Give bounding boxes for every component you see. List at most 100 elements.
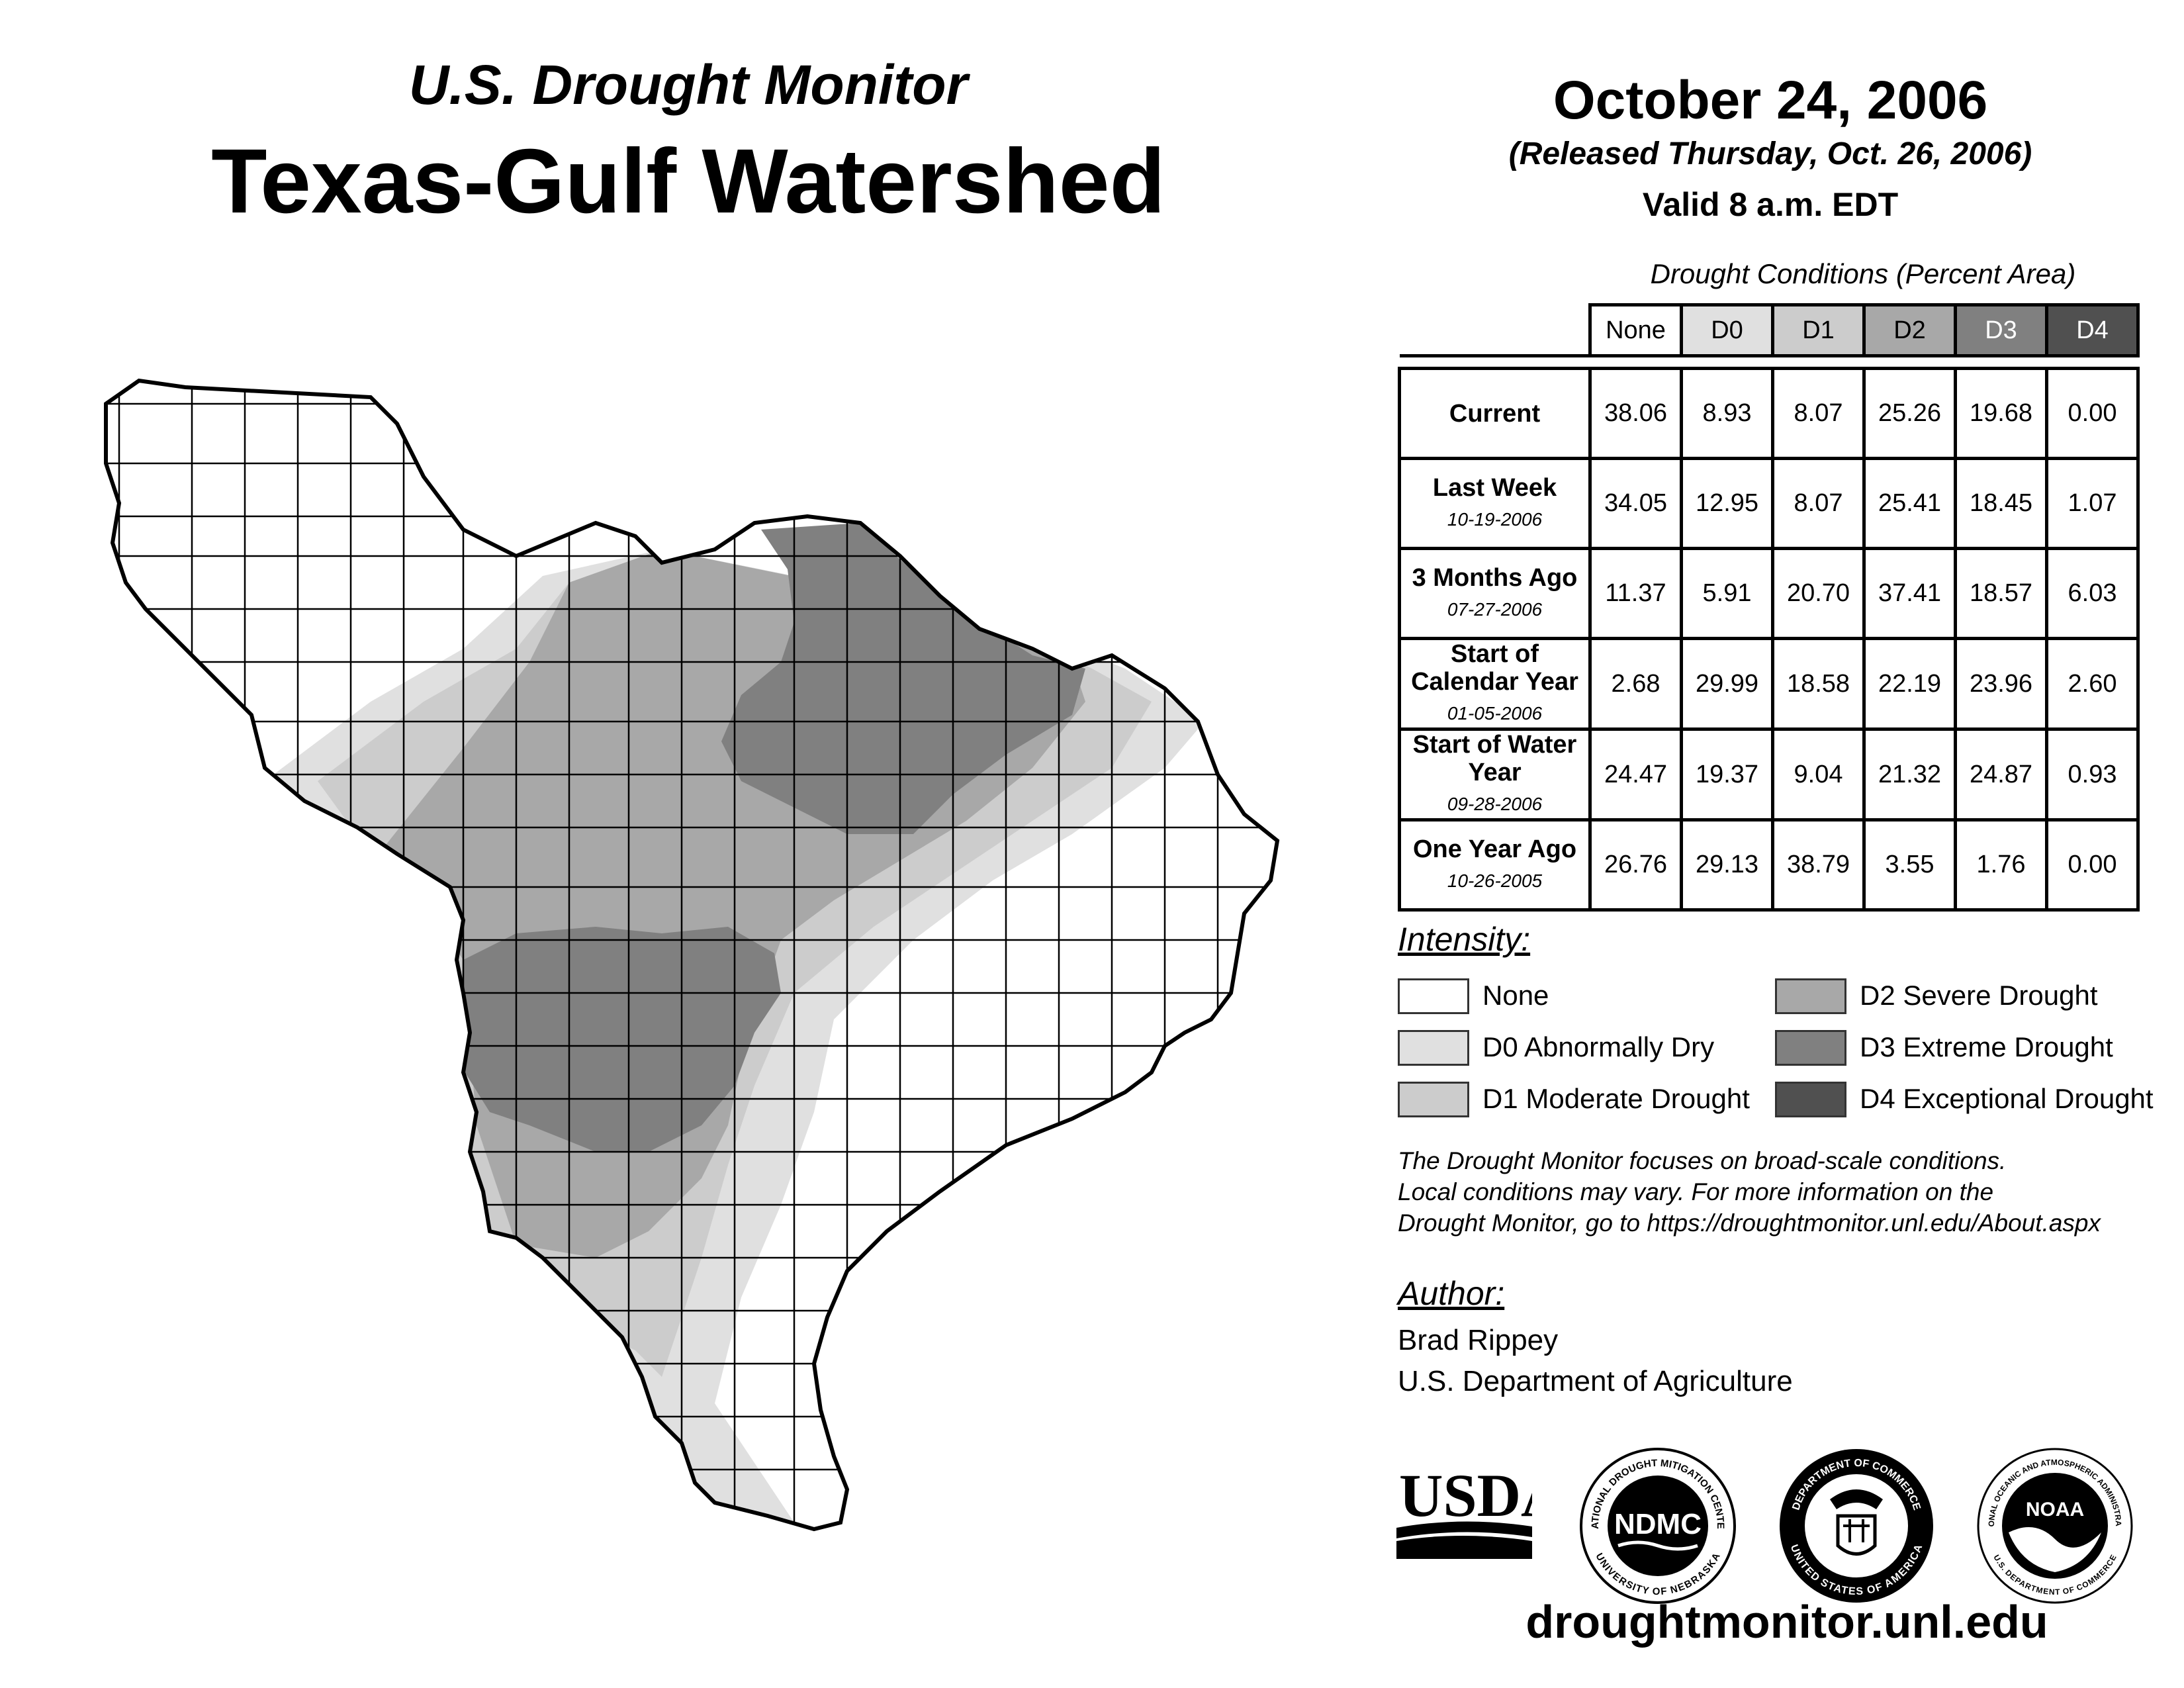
column-header-d2: D2 bbox=[1862, 303, 1957, 357]
table-cell-none: 26.76 bbox=[1588, 818, 1683, 912]
watershed-map bbox=[104, 378, 1280, 1532]
legend-swatch bbox=[1398, 978, 1469, 1014]
table-row: Current 38.06 8.93 8.07 25.26 19.68 0.00 bbox=[1398, 367, 2140, 460]
table-cell-d4: 0.93 bbox=[2045, 727, 2140, 821]
table-cell-d1: 9.04 bbox=[1771, 727, 1866, 821]
table-cell-none: 34.05 bbox=[1588, 457, 1683, 550]
table-cell-d3: 18.57 bbox=[1954, 547, 2048, 640]
legend-label: D1 Moderate Drought bbox=[1482, 1083, 1750, 1114]
header-blank-cell bbox=[1399, 305, 1592, 357]
table-cell-d0: 8.93 bbox=[1680, 367, 1774, 460]
row-label-text: Start of Calendar Year bbox=[1411, 640, 1578, 696]
row-label-text: Last Week bbox=[1432, 473, 1557, 502]
shield-icon bbox=[1836, 1514, 1877, 1556]
table-cell-d3: 24.87 bbox=[1954, 727, 2048, 821]
valid-time: Valid 8 a.m. EDT bbox=[1642, 186, 1899, 223]
column-header-none: None bbox=[1588, 303, 1683, 357]
table-row: Start of Calendar Year 01-05-2006 2.68 29.9… bbox=[1398, 637, 2140, 731]
legend-label: D0 Abnormally Dry bbox=[1482, 1031, 1715, 1062]
legend-swatch bbox=[1775, 1030, 1846, 1066]
table-cell-d0: 12.95 bbox=[1680, 457, 1774, 550]
table-cell-d3: 19.68 bbox=[1954, 367, 2048, 460]
note-line-3: Drought Monitor, go to https://droughtmo… bbox=[1398, 1209, 2101, 1237]
table-cell-d3: 18.45 bbox=[1954, 457, 2048, 550]
table-header-row: None D0 D1 D2 D3 D4 bbox=[1399, 303, 2140, 357]
table-cell-d0: 19.37 bbox=[1680, 727, 1774, 821]
row-label: Start of Calendar Year 01-05-2006 bbox=[1398, 637, 1592, 731]
row-date: 10-19-2006 bbox=[1447, 508, 1543, 530]
table-cell-d4: 1.07 bbox=[2045, 457, 2140, 550]
table-cell-none: 38.06 bbox=[1588, 367, 1683, 460]
table-cell-d3: 1.76 bbox=[1954, 818, 2048, 912]
map-date: October 24, 2006 bbox=[1553, 70, 1988, 130]
row-date: 09-28-2006 bbox=[1447, 794, 1543, 814]
row-label-text: Start of Water Year bbox=[1412, 731, 1577, 786]
table-row: Last Week 10-19-2006 34.05 12.95 8.07 25.41 18… bbox=[1398, 457, 2140, 550]
ndmc-logo: NATIONAL DROUGHT MITIGATION CENTER UNIVE… bbox=[1578, 1446, 1736, 1604]
legend-swatch bbox=[1775, 1082, 1846, 1117]
row-label: One Year Ago 10-26-2005 bbox=[1398, 818, 1592, 912]
table-cell-d4: 6.03 bbox=[2045, 547, 2140, 640]
table-cell-d4: 2.60 bbox=[2045, 637, 2140, 731]
legend-swatch bbox=[1775, 978, 1846, 1014]
map-subtitle: U.S. Drought Monitor bbox=[408, 54, 968, 116]
table-cell-d0: 29.99 bbox=[1680, 637, 1774, 731]
table-cell-none: 24.47 bbox=[1588, 727, 1683, 821]
table-cell-none: 2.68 bbox=[1588, 637, 1683, 731]
table-row: One Year Ago 10-26-2005 26.76 29.13 38.79 3.5… bbox=[1398, 818, 2140, 912]
author-name: Brad Rippey bbox=[1398, 1324, 1559, 1356]
table-row: 3 Months Ago 07-27-2006 11.37 5.91 20.70 37.4… bbox=[1398, 547, 2140, 640]
row-date: 10-26-2005 bbox=[1447, 870, 1543, 891]
row-label-text: One Year Ago bbox=[1412, 835, 1577, 863]
seabird-icon bbox=[2009, 1527, 2101, 1572]
column-header-d0: D0 bbox=[1680, 303, 1774, 357]
drought-areas bbox=[106, 381, 1277, 1529]
row-label-text: 3 Months Ago bbox=[1412, 563, 1578, 592]
table-cell-d1: 8.07 bbox=[1771, 457, 1866, 550]
row-label-text: Current bbox=[1449, 399, 1541, 428]
table-title: Drought Conditions (Percent Area) bbox=[1650, 258, 2076, 289]
table-cell-d1: 8.07 bbox=[1771, 367, 1866, 460]
release-date: (Released Thursday, Oct. 26, 2006) bbox=[1508, 136, 2032, 171]
table-cell-d2: 21.32 bbox=[1862, 727, 1957, 821]
website-url[interactable]: droughtmonitor.unl.edu bbox=[1525, 1596, 2048, 1648]
table-spacer-row bbox=[1399, 355, 2138, 370]
legend-label: D2 Severe Drought bbox=[1860, 980, 2098, 1011]
legend-label: None bbox=[1482, 980, 1549, 1011]
column-header-d1: D1 bbox=[1771, 303, 1866, 357]
table-cell-d4: 0.00 bbox=[2045, 818, 2140, 912]
table-cell-d4: 0.00 bbox=[2045, 367, 2140, 460]
eagle-icon bbox=[1830, 1489, 1883, 1509]
author-heading: Author: bbox=[1398, 1275, 1505, 1312]
department-of-commerce-seal: DEPARTMENT OF COMMERCE UNITED STATES OF … bbox=[1780, 1449, 1933, 1603]
table-cell-none: 11.37 bbox=[1588, 547, 1683, 640]
row-label: Current bbox=[1398, 367, 1592, 460]
row-date: 07-27-2006 bbox=[1447, 598, 1543, 620]
table-row: Start of Water Year 09-28-2006 24.47 19.37 9… bbox=[1398, 727, 2140, 821]
legend-title: Intensity: bbox=[1398, 921, 1531, 958]
column-header-d3: D3 bbox=[1954, 303, 2048, 357]
table-cell-d1: 38.79 bbox=[1771, 818, 1866, 912]
drought-conditions-table: None D0 D1 D2 D3 D4 Current 38.06 8.93 8.07 25.26… bbox=[1398, 303, 2140, 912]
row-label: 3 Months Ago 07-27-2006 bbox=[1398, 547, 1592, 640]
d3-area-south bbox=[457, 927, 781, 1152]
table-cell-d0: 5.91 bbox=[1680, 547, 1774, 640]
note-line-1: The Drought Monitor focuses on broad-sca… bbox=[1398, 1147, 2007, 1174]
map-title: Texas-Gulf Watershed bbox=[211, 130, 1165, 232]
d3-area-north bbox=[721, 523, 1085, 834]
table-spacer-cell bbox=[1399, 355, 2138, 370]
watershed-outline bbox=[104, 378, 1280, 1532]
legend-label: D3 Extreme Drought bbox=[1860, 1031, 2113, 1062]
table-cell-d2: 25.41 bbox=[1862, 457, 1957, 550]
legend-swatch bbox=[1398, 1082, 1469, 1117]
row-label: Start of Water Year 09-28-2006 bbox=[1398, 727, 1592, 821]
table-cell-d0: 29.13 bbox=[1680, 818, 1774, 912]
legend-swatch bbox=[1398, 1030, 1469, 1066]
table-cell-d1: 20.70 bbox=[1771, 547, 1866, 640]
note-line-2: Local conditions may vary. For more info… bbox=[1398, 1178, 1994, 1205]
table-cell-d1: 18.58 bbox=[1771, 637, 1866, 731]
table-cell-d2: 25.26 bbox=[1862, 367, 1957, 460]
ndmc-wordmark: NDMC bbox=[1614, 1508, 1702, 1540]
